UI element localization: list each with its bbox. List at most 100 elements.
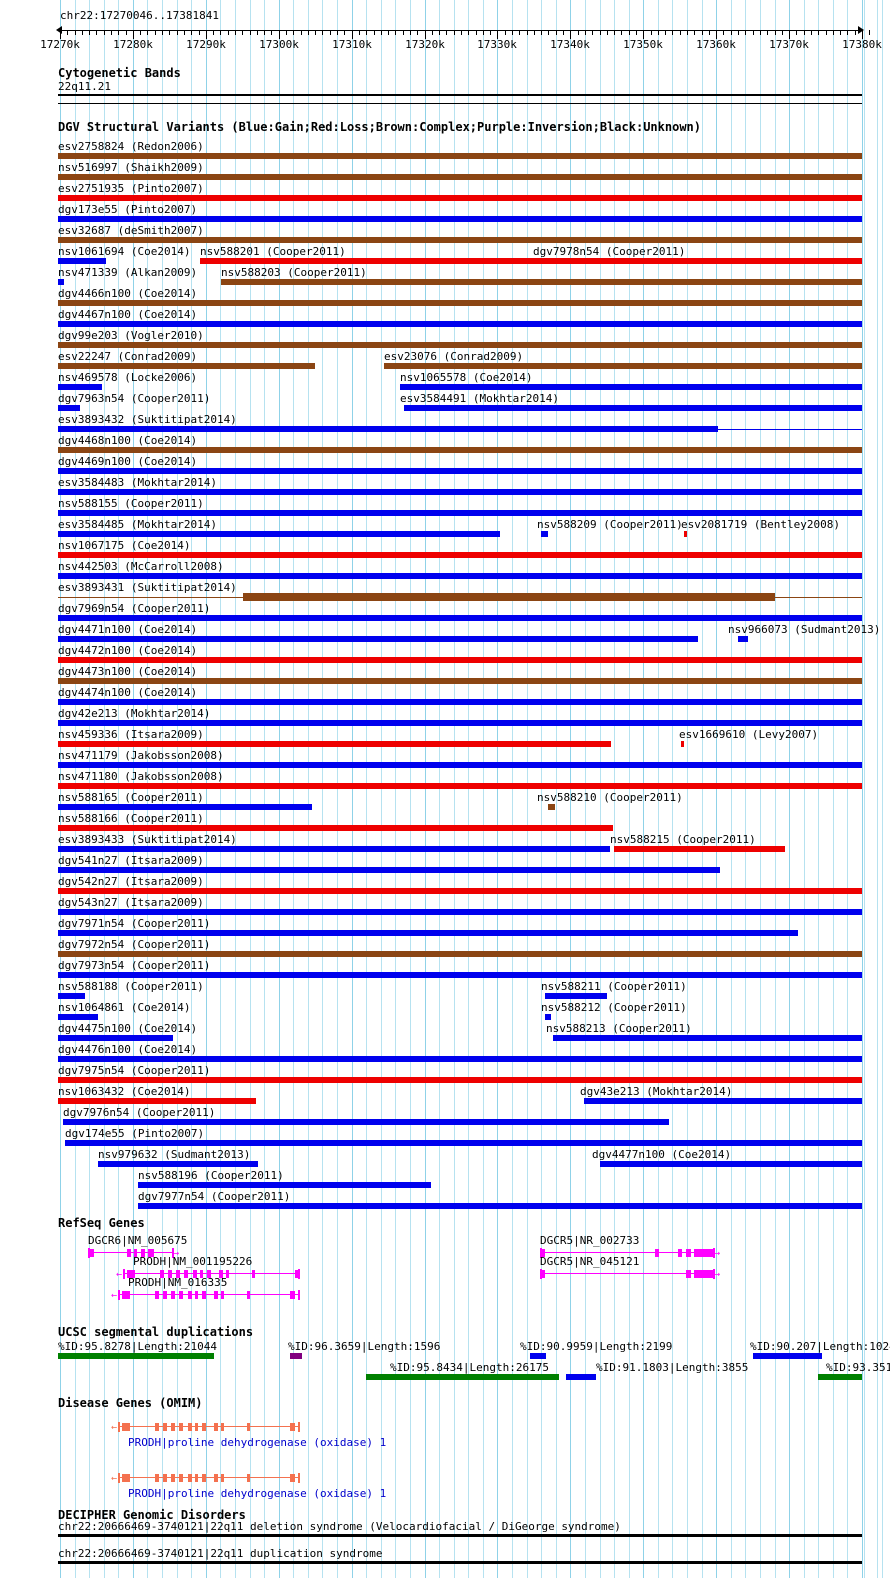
- dgv-variant-bar[interactable]: [200, 258, 862, 264]
- omim-exon[interactable]: [290, 1474, 295, 1482]
- dgv-variant-bar[interactable]: [58, 804, 312, 810]
- dgv-variant-bar[interactable]: [58, 762, 862, 768]
- dgv-variant-bar[interactable]: [58, 489, 862, 495]
- gene-exon[interactable]: [214, 1291, 218, 1299]
- omim-exon[interactable]: [202, 1423, 206, 1431]
- dgv-variant-bar[interactable]: [58, 1077, 862, 1083]
- gene-exon[interactable]: [148, 1249, 154, 1257]
- dgv-variant-bar[interactable]: [58, 153, 862, 159]
- dgv-variant-bar[interactable]: [58, 1014, 98, 1020]
- dgv-variant-bar[interactable]: [138, 1182, 431, 1188]
- omim-exon[interactable]: [195, 1423, 198, 1431]
- dgv-variant-bar[interactable]: [553, 1035, 862, 1041]
- dgv-variant-bar[interactable]: [600, 1161, 862, 1167]
- dgv-variant-bar[interactable]: [58, 426, 718, 432]
- dgv-variant-bar[interactable]: [58, 615, 862, 621]
- gene-exon[interactable]: [686, 1249, 691, 1257]
- gene-exon[interactable]: [207, 1270, 211, 1278]
- gene-exon[interactable]: [134, 1249, 137, 1257]
- dgv-variant-bar[interactable]: [541, 531, 548, 537]
- omim-exon[interactable]: [195, 1474, 198, 1482]
- dgv-variant-bar[interactable]: [58, 825, 613, 831]
- dgv-variant-bar[interactable]: [58, 993, 85, 999]
- dgv-variant-bar[interactable]: [243, 593, 775, 601]
- omim-exon[interactable]: [247, 1474, 250, 1482]
- dgv-variant-bar[interactable]: [404, 405, 862, 411]
- omim-exon[interactable]: [163, 1423, 167, 1431]
- gene-exon[interactable]: [122, 1291, 130, 1299]
- dgv-variant-bar[interactable]: [58, 468, 862, 474]
- omim-exon[interactable]: [290, 1423, 295, 1431]
- omim-exon[interactable]: [221, 1474, 224, 1482]
- gene-exon[interactable]: [168, 1270, 172, 1278]
- dgv-variant-bar[interactable]: [58, 195, 862, 201]
- dgv-variant-bar[interactable]: [58, 972, 862, 978]
- omim-exon[interactable]: [122, 1423, 130, 1431]
- dgv-variant-bar[interactable]: [584, 1098, 862, 1104]
- dgv-variant-bar[interactable]: [58, 384, 102, 390]
- dgv-variant-bar[interactable]: [58, 531, 500, 537]
- dgv-variant-bar[interactable]: [65, 1140, 862, 1146]
- dgv-variant-bar[interactable]: [545, 1014, 551, 1020]
- gene-exon[interactable]: [694, 1249, 714, 1257]
- omim-exon[interactable]: [188, 1474, 192, 1482]
- gene-exon[interactable]: [290, 1291, 295, 1299]
- omim-exon[interactable]: [179, 1423, 183, 1431]
- dgv-variant-bar[interactable]: [98, 1161, 258, 1167]
- segdup-bar[interactable]: [753, 1353, 822, 1359]
- decipher-bar[interactable]: [58, 1561, 862, 1564]
- dgv-variant-bar[interactable]: [221, 279, 862, 285]
- omim-exon[interactable]: [179, 1474, 183, 1482]
- gene-exon[interactable]: [247, 1291, 250, 1299]
- gene-exon[interactable]: [195, 1291, 198, 1299]
- dgv-variant-bar[interactable]: [58, 300, 862, 306]
- segdup-bar[interactable]: [566, 1374, 596, 1380]
- cytoband-bar[interactable]: [58, 94, 862, 96]
- omim-exon[interactable]: [163, 1474, 167, 1482]
- gene-exon[interactable]: [540, 1249, 545, 1257]
- dgv-variant-bar[interactable]: [548, 804, 555, 810]
- dgv-variant-bar[interactable]: [738, 636, 748, 642]
- gene-exon[interactable]: [155, 1291, 159, 1299]
- dgv-variant-bar[interactable]: [545, 993, 607, 999]
- dgv-variant-bar[interactable]: [58, 1098, 256, 1104]
- genome-ruler[interactable]: chr22:17270046..17381841 17270k 17280k 172…: [0, 0, 890, 52]
- dgv-variant-bar[interactable]: [614, 846, 785, 852]
- dgv-variant-bar[interactable]: [681, 741, 684, 747]
- omim-exon[interactable]: [214, 1474, 218, 1482]
- gene-exon[interactable]: [176, 1270, 180, 1278]
- gene-exon[interactable]: [540, 1270, 545, 1278]
- dgv-variant-bar[interactable]: [58, 699, 862, 705]
- gene-exon[interactable]: [193, 1270, 197, 1278]
- omim-exon[interactable]: [202, 1474, 206, 1482]
- gene-exon[interactable]: [184, 1270, 188, 1278]
- dgv-variant-bar[interactable]: [58, 867, 720, 873]
- dgv-variant-bar[interactable]: [58, 951, 862, 957]
- dgv-variant-bar[interactable]: [58, 321, 862, 327]
- decipher-bar[interactable]: [58, 1534, 862, 1537]
- dgv-variant-bar[interactable]: [58, 174, 862, 180]
- dgv-variant-bar[interactable]: [58, 909, 862, 915]
- dgv-variant-bar[interactable]: [63, 1119, 669, 1125]
- dgv-variant-bar[interactable]: [58, 846, 610, 852]
- segdup-bar[interactable]: [818, 1374, 862, 1380]
- dgv-variant-bar[interactable]: [58, 405, 80, 411]
- gene-exon[interactable]: [200, 1270, 203, 1278]
- dgv-variant-bar[interactable]: [58, 573, 862, 579]
- omim-exon[interactable]: [171, 1474, 175, 1482]
- omim-exon[interactable]: [171, 1423, 175, 1431]
- dgv-variant-bar[interactable]: [58, 447, 862, 453]
- dgv-variant-bar[interactable]: [58, 237, 862, 243]
- gene-exon[interactable]: [655, 1249, 659, 1257]
- gene-exon[interactable]: [221, 1291, 224, 1299]
- dgv-variant-bar[interactable]: [58, 720, 862, 726]
- gene-exon[interactable]: [88, 1249, 94, 1257]
- dgv-variant-bar[interactable]: [58, 216, 862, 222]
- dgv-variant-bar[interactable]: [58, 888, 862, 894]
- dgv-variant-bar[interactable]: [384, 363, 862, 369]
- omim-exon[interactable]: [155, 1423, 159, 1431]
- dgv-variant-bar[interactable]: [58, 636, 698, 642]
- omim-exon[interactable]: [214, 1423, 218, 1431]
- dgv-variant-bar[interactable]: [684, 531, 687, 537]
- dgv-variant-bar[interactable]: [58, 342, 862, 348]
